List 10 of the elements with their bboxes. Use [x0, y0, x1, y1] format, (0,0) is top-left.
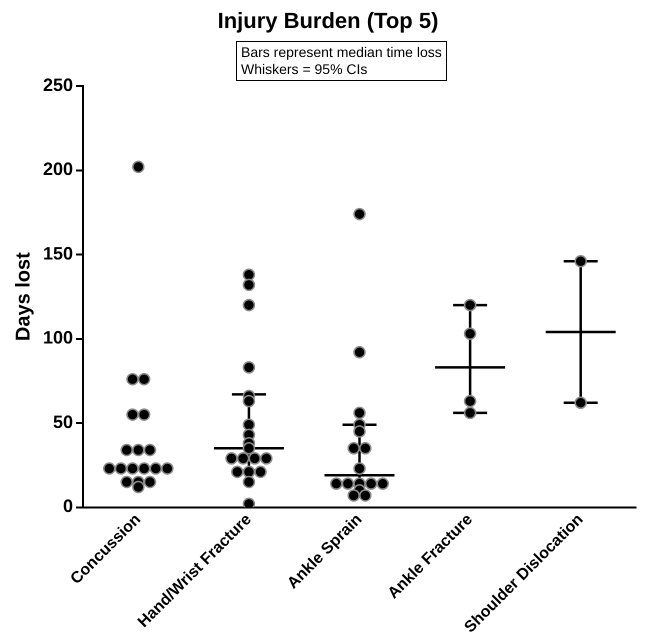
y-tick-label: 100: [42, 328, 74, 348]
y-axis-title: Days lost: [12, 252, 35, 342]
y-tick-label: 50: [53, 412, 74, 432]
y-tick-label: 0: [63, 496, 74, 516]
chart-title: Injury Burden (Top 5): [216, 8, 440, 34]
text: Whiskers = 95% CIs: [241, 61, 368, 78]
y-tick-label: 200: [42, 159, 74, 180]
text: Bars represent median time loss: [241, 44, 442, 61]
y-tick-label: 150: [42, 243, 74, 264]
y-tick-label: 250: [42, 74, 74, 95]
